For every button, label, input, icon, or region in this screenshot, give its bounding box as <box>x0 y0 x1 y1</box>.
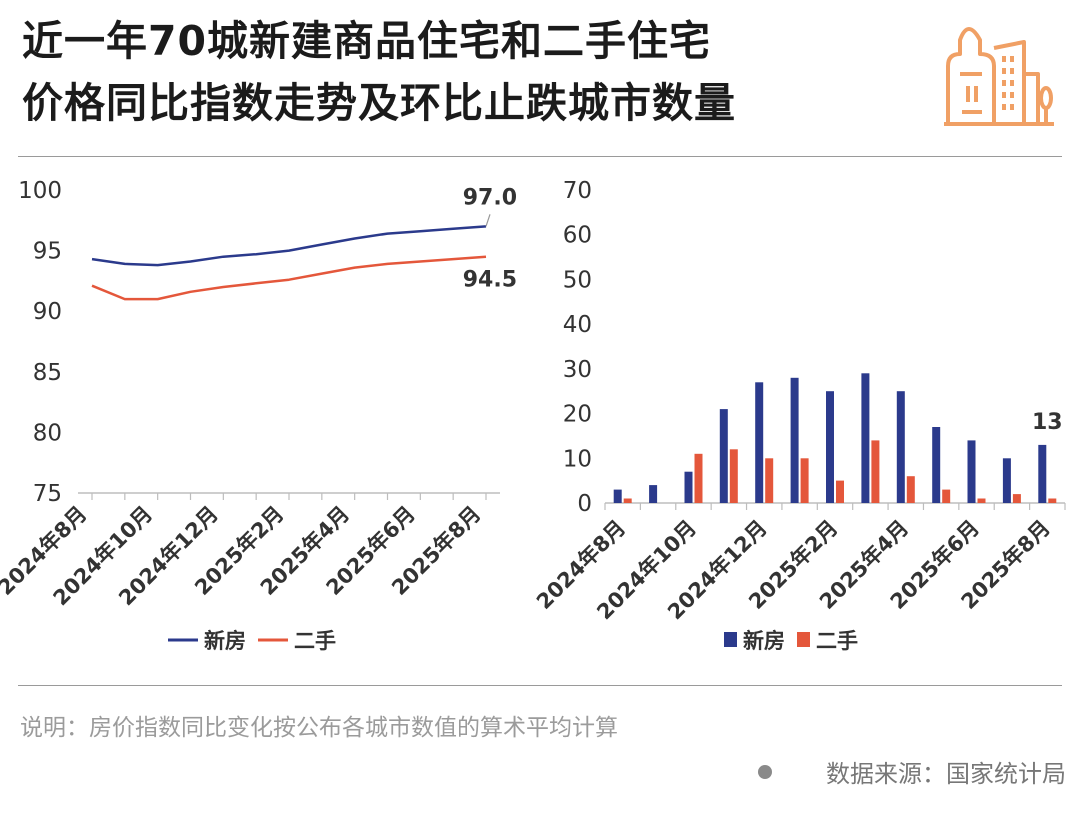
bar-new <box>649 485 658 503</box>
line-chart: 75808590951002024年8月2024年10月2024年12月2025… <box>0 178 517 653</box>
line-data-label: 97.0 <box>463 185 517 210</box>
bar-y-tick-label: 30 <box>563 357 592 383</box>
footnote: 说明：房价指数同比变化按公布各城市数值的算术平均计算 <box>20 715 618 741</box>
bar-second <box>906 476 915 503</box>
line-y-tick-label: 95 <box>33 239 62 265</box>
bar-second <box>1048 498 1057 503</box>
bar-second <box>694 453 703 503</box>
data-source: 数据来源：国家统计局 <box>758 754 1066 789</box>
bar-second <box>765 458 774 503</box>
bar-y-tick-label: 0 <box>577 491 592 517</box>
line-y-tick-label: 85 <box>33 360 62 386</box>
bar-y-tick-label: 70 <box>563 178 592 204</box>
bar-new <box>826 391 834 503</box>
bar-y-tick-label: 20 <box>563 402 592 428</box>
legend-swatch-new <box>724 632 737 647</box>
data-source-text: 数据来源：国家统计局 <box>826 760 1066 788</box>
bar-second <box>977 498 986 503</box>
bar-new <box>684 471 693 503</box>
title-line-2: 价格同比指数走势及环比止跌城市数量 <box>22 79 736 127</box>
bottom-divider <box>18 685 1062 686</box>
bar-second <box>729 449 738 503</box>
line-y-tick-label: 100 <box>18 178 62 204</box>
bar-new <box>790 377 799 503</box>
bar-y-tick-label: 60 <box>563 223 592 249</box>
bar-y-tick-label: 50 <box>563 267 592 293</box>
bar-new <box>755 382 764 503</box>
bar-new <box>896 391 905 503</box>
legend-label-second: 二手 <box>294 629 336 653</box>
legend-label-new: 新房 <box>204 629 246 653</box>
top-divider <box>18 156 1062 157</box>
title-line-1: 近一年70城新建商品住宅和二手住宅 <box>22 17 712 65</box>
line-y-tick-label: 75 <box>33 481 62 507</box>
bar-second <box>800 458 809 503</box>
line-series-new <box>91 225 487 267</box>
bar-second <box>871 440 880 503</box>
bar-new <box>861 373 870 503</box>
page-title: 近一年70城新建商品住宅和二手住宅 价格同比指数走势及环比止跌城市数量 <box>22 10 922 134</box>
bar-y-tick-label: 40 <box>563 312 592 338</box>
legend-swatch-second <box>797 632 810 647</box>
bar-second <box>1012 494 1021 503</box>
bar-second <box>836 480 844 503</box>
bar-y-tick-label: 10 <box>563 446 592 472</box>
line-y-tick-label: 80 <box>33 420 62 446</box>
bar-new <box>719 409 728 503</box>
bar-new <box>1002 458 1011 503</box>
bar-new <box>967 440 976 503</box>
line-y-tick-label: 90 <box>33 299 62 325</box>
bar-data-label: 13 <box>1032 410 1063 435</box>
bar-new <box>932 427 941 503</box>
bullet-dot-icon <box>758 764 772 779</box>
legend-label-new: 新房 <box>743 629 785 653</box>
bar-new <box>613 489 622 503</box>
city-buildings-icon <box>944 27 1054 126</box>
bar-second <box>942 489 951 503</box>
line-data-label: 94.5 <box>463 268 517 293</box>
bar-new <box>1038 444 1047 503</box>
line-data-label-leader <box>485 214 491 227</box>
line-series-second <box>91 255 487 301</box>
legend-label-second: 二手 <box>816 629 858 653</box>
bar-chart: 0102030405060702024年8月2024年10月2024年12月20… <box>532 178 1066 653</box>
charts-canvas: 75808590951002024年8月2024年10月2024年12月2025… <box>0 178 1066 653</box>
bar-second <box>623 498 632 503</box>
